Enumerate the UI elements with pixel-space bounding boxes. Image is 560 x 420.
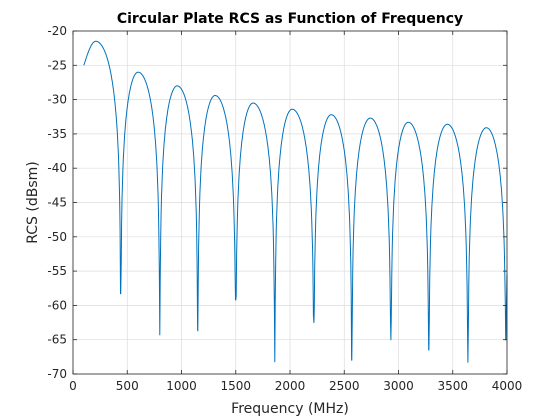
rcs-series-line [83, 40, 508, 363]
chart-title: Circular Plate RCS as Function of Freque… [117, 11, 463, 27]
x-tick-label: 2000 [275, 379, 306, 393]
y-tick-label: -30 [47, 93, 67, 107]
data-layer [83, 40, 508, 363]
x-tick-label: 3500 [437, 379, 468, 393]
tick-marks [72, 30, 508, 375]
y-tick-label: -45 [47, 196, 67, 210]
x-axis-label: Frequency (MHz) [231, 401, 349, 417]
y-tick-label: -50 [47, 230, 67, 244]
y-axis-label: RCS (dBsm) [25, 161, 41, 244]
x-tick-label: 0 [69, 379, 77, 393]
y-tick-label: -65 [47, 333, 67, 347]
tick-labels: 0 500 1000 1500 2000 2500 3000 3500 4000 -20 -25 -3… [47, 24, 522, 393]
x-tick-label: 1500 [220, 379, 251, 393]
y-tick-label: -70 [47, 367, 67, 381]
y-tick-label: -60 [47, 298, 67, 312]
y-tick-label: -40 [47, 161, 67, 175]
y-tick-label: -20 [47, 24, 67, 38]
y-tick-label: -25 [47, 58, 67, 72]
y-tick-label: -55 [47, 264, 67, 278]
x-tick-label: 4000 [492, 379, 523, 393]
x-tick-label: 500 [116, 379, 139, 393]
y-tick-label: -35 [47, 127, 67, 141]
x-tick-label: 2500 [329, 379, 360, 393]
x-tick-label: 3000 [383, 379, 414, 393]
x-tick-label: 1000 [166, 379, 197, 393]
